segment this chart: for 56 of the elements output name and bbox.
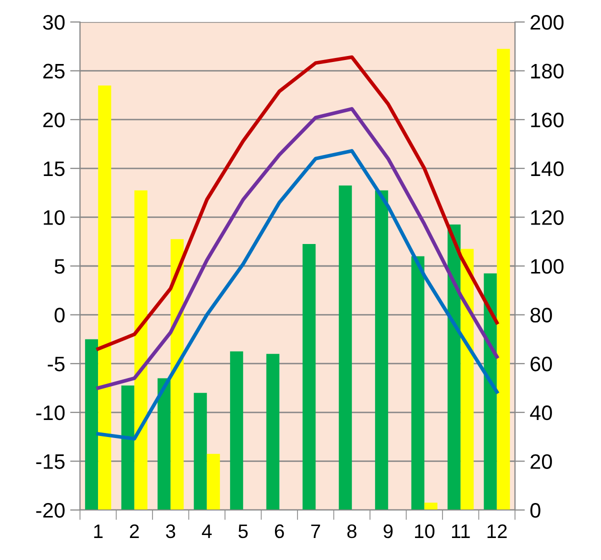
- bar: [121, 386, 134, 510]
- y2-tick-label: 160: [531, 112, 564, 128]
- y2-tick-label: 140: [531, 161, 564, 176]
- x-tick-label: 12: [488, 524, 507, 538]
- bar: [206, 454, 220, 510]
- y-tick-label: -10: [36, 405, 65, 420]
- bar: [424, 502, 438, 510]
- y2-tick-label: 60: [530, 356, 552, 372]
- y-tick-label: -20: [36, 503, 65, 518]
- y2-tick-label: 100: [531, 259, 564, 274]
- line-series: [96, 55, 499, 351]
- x-tick-label: 8: [347, 524, 356, 538]
- x-tick-label: 3: [166, 524, 176, 538]
- bar: [496, 48, 510, 510]
- y2-tick-label: 0: [530, 503, 540, 518]
- y2-tick-label: 120: [531, 210, 564, 225]
- bar: [85, 339, 98, 510]
- y2-tick-label: 40: [530, 405, 552, 420]
- x-tick-label: 6: [274, 524, 284, 538]
- bar: [338, 185, 352, 510]
- x-tick-label: 10: [415, 524, 434, 538]
- y-tick-label: -15: [36, 454, 65, 469]
- y-tick-label: 15: [44, 162, 65, 176]
- bar: [448, 224, 461, 510]
- y-tick-label: 30: [43, 15, 65, 30]
- y2-tick-label: 20: [530, 454, 552, 469]
- y-tick-label: 20: [43, 112, 65, 128]
- line-series: [96, 149, 499, 441]
- x-tick-label: 2: [130, 524, 139, 538]
- bar: [134, 190, 148, 510]
- bar: [98, 85, 112, 510]
- x-tick-label: 1: [94, 524, 103, 538]
- x-tick-label: 9: [384, 524, 393, 538]
- y2-tick-label: 200: [530, 15, 564, 30]
- bar: [411, 256, 424, 510]
- bar: [460, 248, 474, 510]
- x-tick-label: 7: [311, 524, 320, 538]
- x-tick-label: 11: [452, 524, 470, 538]
- bar: [484, 273, 497, 510]
- bar: [170, 239, 184, 510]
- x-tick-label: 4: [202, 524, 212, 538]
- y-tick-label: 0: [54, 308, 65, 323]
- bar: [230, 351, 244, 510]
- line-series: [96, 107, 499, 390]
- y-tick-label: -5: [48, 356, 65, 372]
- bar: [158, 378, 171, 510]
- y-tick-label: 10: [44, 210, 65, 225]
- bar: [266, 354, 280, 510]
- bar: [375, 190, 388, 510]
- bar: [302, 244, 316, 510]
- x-tick-label: 5: [238, 524, 248, 538]
- y2-tick-label: 180: [531, 64, 564, 79]
- y-tick-label: 5: [54, 259, 65, 274]
- y-tick-label: 25: [43, 64, 65, 79]
- bar: [194, 392, 207, 510]
- y2-tick-label: 80: [530, 308, 552, 323]
